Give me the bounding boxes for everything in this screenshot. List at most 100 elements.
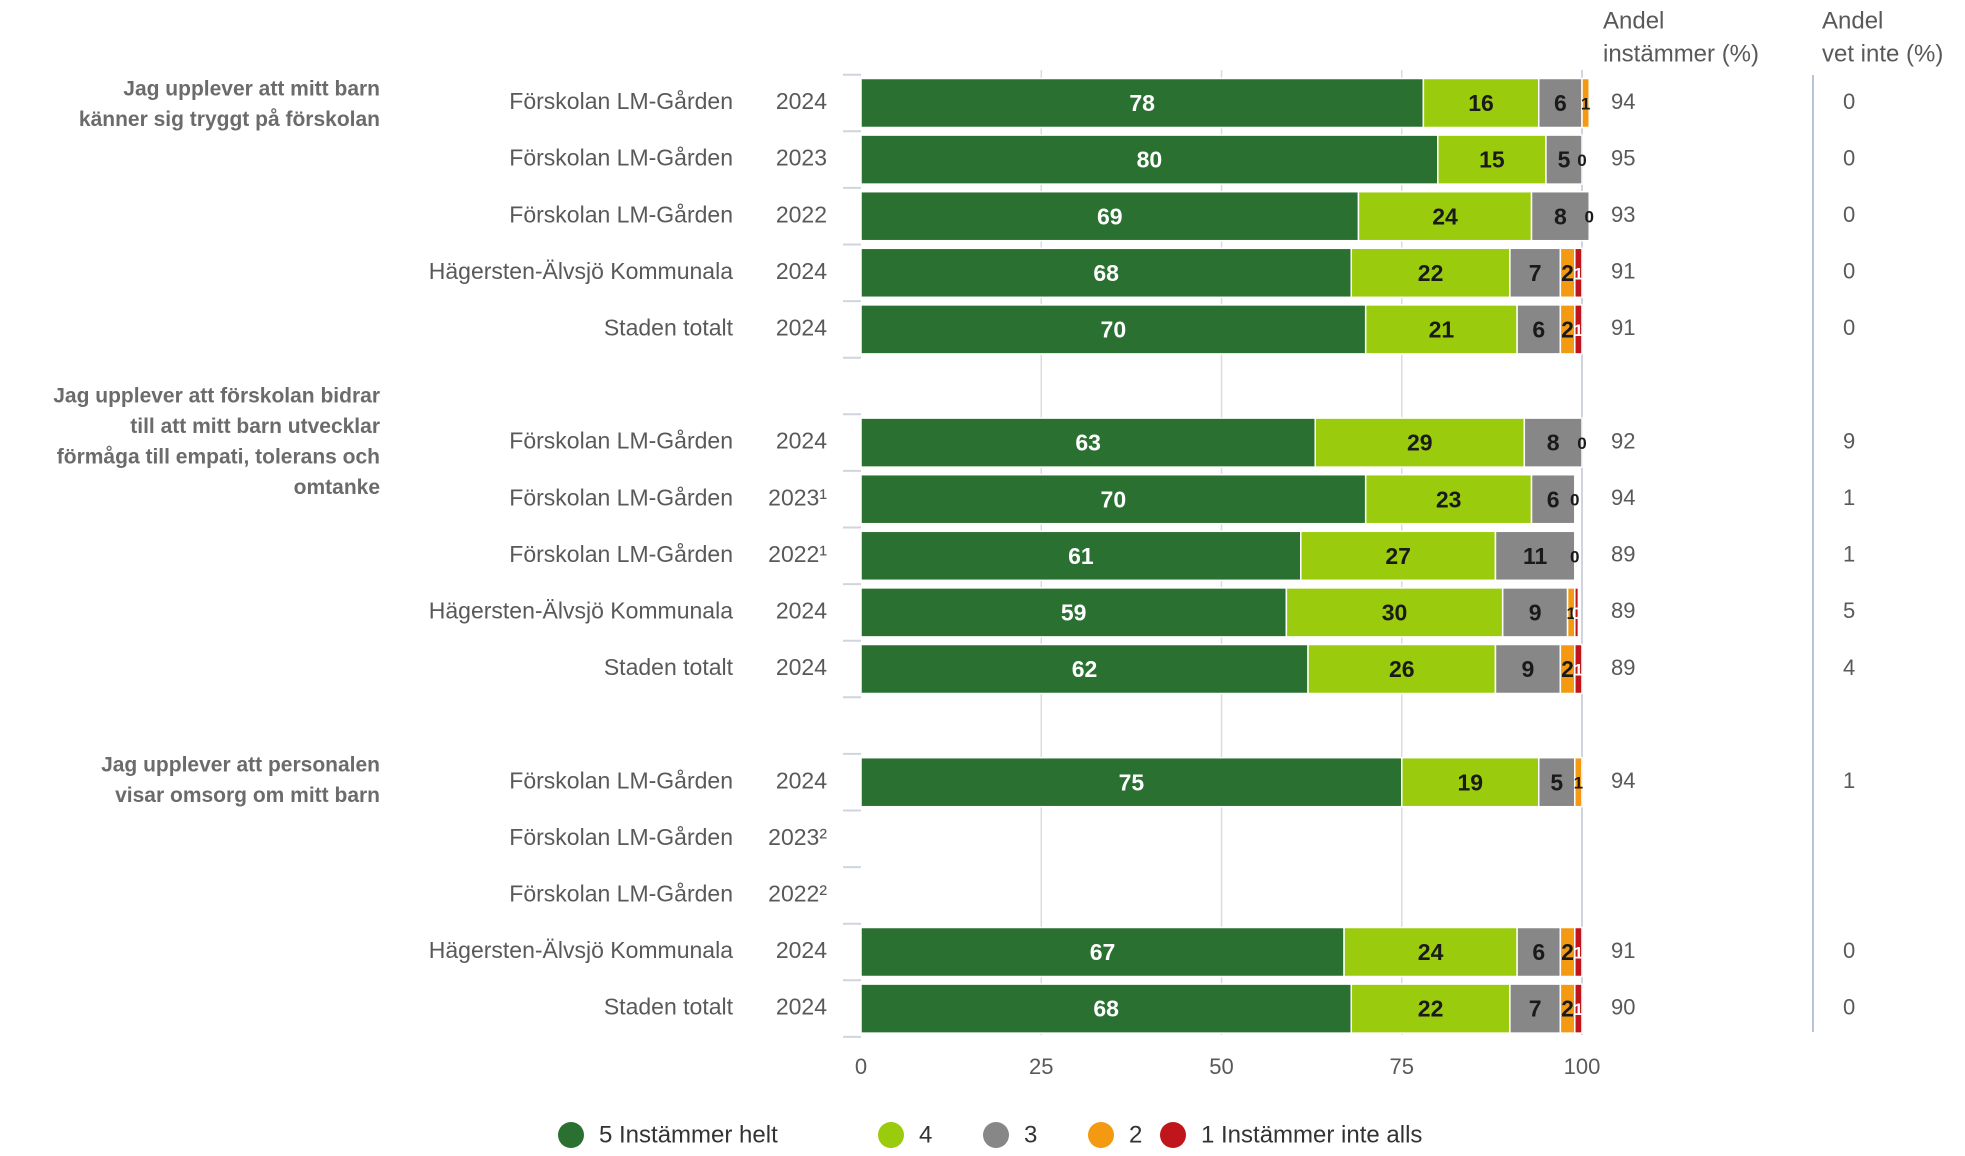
bar-segment-5-instämmer-helt bbox=[860, 247, 1353, 299]
agree-value: 91 bbox=[1611, 315, 1635, 340]
agree-value: 89 bbox=[1611, 542, 1635, 567]
question-label: känner sig tryggt på förskolan bbox=[79, 108, 380, 131]
category-label: Förskolan LM-Gården bbox=[509, 428, 733, 454]
legend-marker bbox=[1088, 1122, 1114, 1148]
data-label: 9 bbox=[1522, 656, 1535, 682]
agree-value: 91 bbox=[1611, 259, 1635, 284]
dontknow-value: 0 bbox=[1843, 145, 1855, 170]
data-label: 23 bbox=[1436, 486, 1462, 512]
category-label: Staden totalt bbox=[604, 994, 734, 1020]
legend-marker bbox=[558, 1122, 584, 1148]
data-label: 0 bbox=[1572, 604, 1581, 623]
agree-value: 89 bbox=[1611, 598, 1635, 623]
bar-segment-4 bbox=[1314, 417, 1526, 468]
agree-value: 94 bbox=[1611, 768, 1635, 793]
data-label: 62 bbox=[1072, 656, 1098, 682]
bar-segment-4 bbox=[1300, 530, 1497, 582]
year-label: 2024 bbox=[776, 654, 827, 680]
dontknow-value: 9 bbox=[1843, 428, 1855, 453]
question-label: till att mitt barn utvecklar bbox=[130, 415, 380, 438]
year-label: 2023 bbox=[776, 145, 827, 171]
bar-segment-4 bbox=[1437, 134, 1547, 185]
data-label: 16 bbox=[1468, 90, 1494, 116]
dontknow-value: 4 bbox=[1843, 655, 1855, 680]
data-label: 27 bbox=[1385, 543, 1411, 569]
data-label: 61 bbox=[1068, 543, 1094, 569]
dontknow-value: 5 bbox=[1843, 598, 1855, 623]
bar-segment-5-instämmer-helt bbox=[860, 134, 1439, 185]
side-column-header: Andel bbox=[1822, 7, 1883, 34]
year-label: 2024 bbox=[776, 428, 827, 454]
data-label: 2 bbox=[1561, 260, 1574, 286]
year-label: 2024 bbox=[776, 258, 827, 284]
category-label: Förskolan LM-Gården bbox=[509, 145, 733, 171]
agree-value: 92 bbox=[1611, 428, 1635, 453]
category-label: Förskolan LM-Gården bbox=[509, 767, 733, 793]
data-label: 11 bbox=[1523, 543, 1548, 569]
bar-segment-3 bbox=[1509, 247, 1562, 299]
data-label: 6 bbox=[1547, 486, 1560, 512]
data-label: 1 bbox=[1574, 774, 1583, 793]
data-label: 1 bbox=[1574, 660, 1583, 679]
data-label: 2 bbox=[1561, 316, 1574, 342]
bar-segment-3 bbox=[1537, 756, 1576, 808]
question-label: Jag upplever att personalen bbox=[101, 754, 380, 777]
data-label: 22 bbox=[1418, 996, 1444, 1022]
year-label: 2024 bbox=[776, 314, 827, 340]
data-label: 75 bbox=[1119, 769, 1145, 795]
bar-segment-4 bbox=[1307, 643, 1497, 695]
bar-segment-5-instämmer-helt bbox=[860, 304, 1367, 355]
data-label: 69 bbox=[1097, 203, 1123, 229]
year-label: 2022 bbox=[776, 201, 827, 227]
data-label: 67 bbox=[1090, 939, 1116, 965]
data-label: 68 bbox=[1093, 996, 1119, 1022]
category-label: Staden totalt bbox=[604, 654, 734, 680]
bar-segment-4 bbox=[1401, 756, 1540, 808]
dontknow-value: 0 bbox=[1843, 259, 1855, 284]
bar-segment-3 bbox=[1523, 417, 1583, 468]
data-label: 2 bbox=[1561, 656, 1574, 682]
bar-segment-1-instämmer-inte-alls bbox=[1574, 643, 1583, 695]
x-tick-label: 100 bbox=[1564, 1054, 1601, 1079]
data-label: 6 bbox=[1532, 316, 1545, 342]
bar-segment-5-instämmer-helt bbox=[860, 643, 1309, 695]
data-label: 9 bbox=[1529, 599, 1542, 625]
data-label: 5 bbox=[1558, 147, 1571, 173]
year-label: 2024 bbox=[776, 597, 827, 623]
data-label: 70 bbox=[1101, 486, 1127, 512]
data-label: 2 bbox=[1561, 939, 1574, 965]
data-label: 0 bbox=[1570, 491, 1579, 510]
bar-segment-4 bbox=[1364, 473, 1533, 525]
agree-value: 89 bbox=[1611, 655, 1635, 680]
category-label: Förskolan LM-Gården bbox=[509, 541, 733, 567]
data-label: 8 bbox=[1547, 430, 1560, 456]
bar-segment-3 bbox=[1516, 926, 1562, 978]
data-label: 0 bbox=[1584, 208, 1593, 227]
question-label: förmåga till empati, tolerans och bbox=[57, 446, 380, 469]
legend-marker bbox=[1160, 1122, 1186, 1148]
data-label: 59 bbox=[1061, 599, 1087, 625]
bar-segment-5-instämmer-helt bbox=[860, 77, 1425, 129]
data-label: 78 bbox=[1129, 90, 1155, 116]
legend-label: 1 Instämmer inte alls bbox=[1201, 1121, 1422, 1148]
agree-value: 94 bbox=[1611, 89, 1635, 114]
bar-segment-3 bbox=[1516, 304, 1562, 355]
bar-segment-4 bbox=[1350, 983, 1511, 1034]
bar-segment-5-instämmer-helt bbox=[860, 587, 1288, 638]
data-label: 1 bbox=[1574, 264, 1583, 283]
side-column-header: vet inte (%) bbox=[1822, 40, 1943, 67]
agree-value: 94 bbox=[1611, 485, 1635, 510]
year-label: 2022² bbox=[768, 880, 827, 906]
agree-value: 93 bbox=[1611, 202, 1635, 227]
question-label: Jag upplever att förskolan bidrar bbox=[53, 385, 380, 408]
data-label: 24 bbox=[1432, 203, 1458, 229]
data-label: 29 bbox=[1407, 430, 1433, 456]
dontknow-value: 1 bbox=[1843, 768, 1855, 793]
category-label: Förskolan LM-Gården bbox=[509, 201, 733, 227]
year-label: 2024 bbox=[776, 994, 827, 1020]
bar-segment-3 bbox=[1509, 983, 1562, 1034]
data-label: 7 bbox=[1529, 996, 1542, 1022]
dontknow-value: 0 bbox=[1843, 89, 1855, 114]
category-label: Förskolan LM-Gården bbox=[509, 824, 733, 850]
bar-segment-1-instämmer-inte-alls bbox=[1574, 983, 1583, 1034]
